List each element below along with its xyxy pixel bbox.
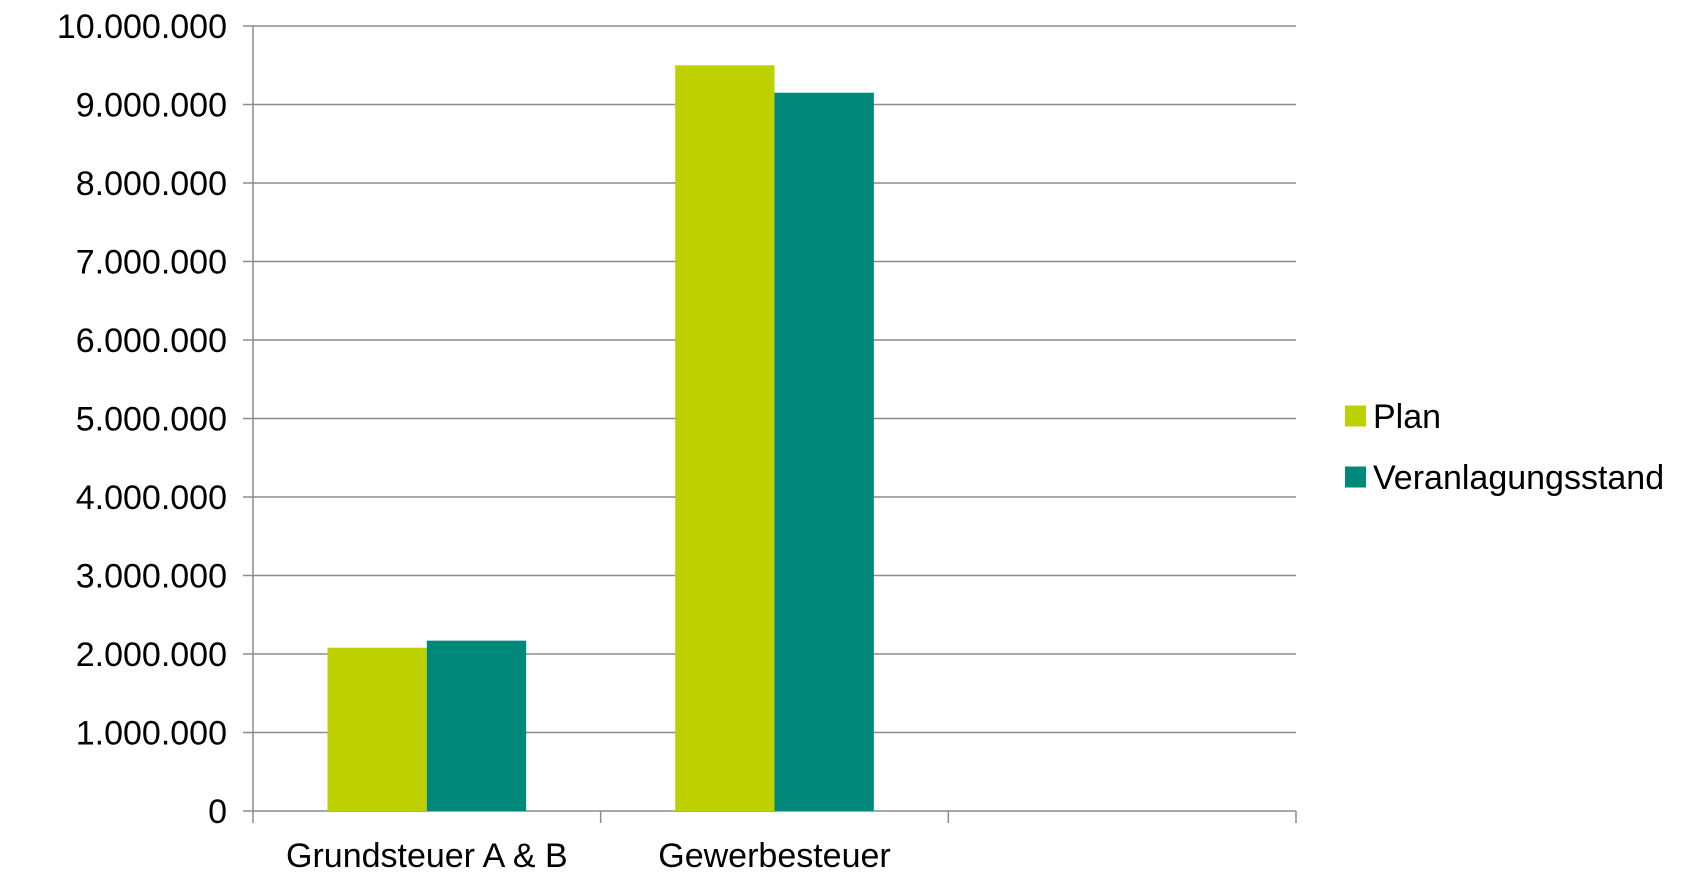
- x-category-label: Grundsteuer A & B: [286, 837, 568, 875]
- y-tick-labels: 0 1.000.000 2.000.000 3.000.000 4.000.000 5.0…: [57, 8, 227, 831]
- bar-veranlagungsstand: [774, 92, 874, 812]
- legend: Plan Veranlagungsstand: [1345, 398, 1664, 497]
- y-tick-label: 8.000.000: [76, 165, 227, 203]
- bar-veranlagungsstand: [426, 640, 527, 811]
- legend-swatch: [1345, 466, 1366, 488]
- legend-swatch: [1345, 405, 1366, 427]
- y-tick-label: 1.000.000: [76, 715, 227, 753]
- x-category-label: Gewerbesteuer: [658, 837, 890, 875]
- y-tick-label: 10.000.000: [57, 8, 227, 46]
- legend-label: Plan: [1373, 398, 1441, 436]
- y-tick-label: 2.000.000: [76, 636, 227, 674]
- y-tick-label: 9.000.000: [76, 87, 227, 125]
- legend-label: Veranlagungsstand: [1373, 459, 1664, 497]
- y-tick-label: 5.000.000: [76, 401, 227, 439]
- bars: [327, 65, 874, 812]
- bar-plan: [675, 65, 775, 811]
- y-tick-label: 3.000.000: [76, 558, 227, 596]
- y-tick-label: 0: [208, 793, 227, 831]
- x-category-labels: Grundsteuer A & B Gewerbesteuer: [286, 837, 891, 875]
- bar-plan: [327, 647, 427, 811]
- y-tick-label: 7.000.000: [76, 244, 227, 282]
- y-tick-label: 6.000.000: [76, 322, 227, 360]
- y-tick-label: 4.000.000: [76, 479, 227, 517]
